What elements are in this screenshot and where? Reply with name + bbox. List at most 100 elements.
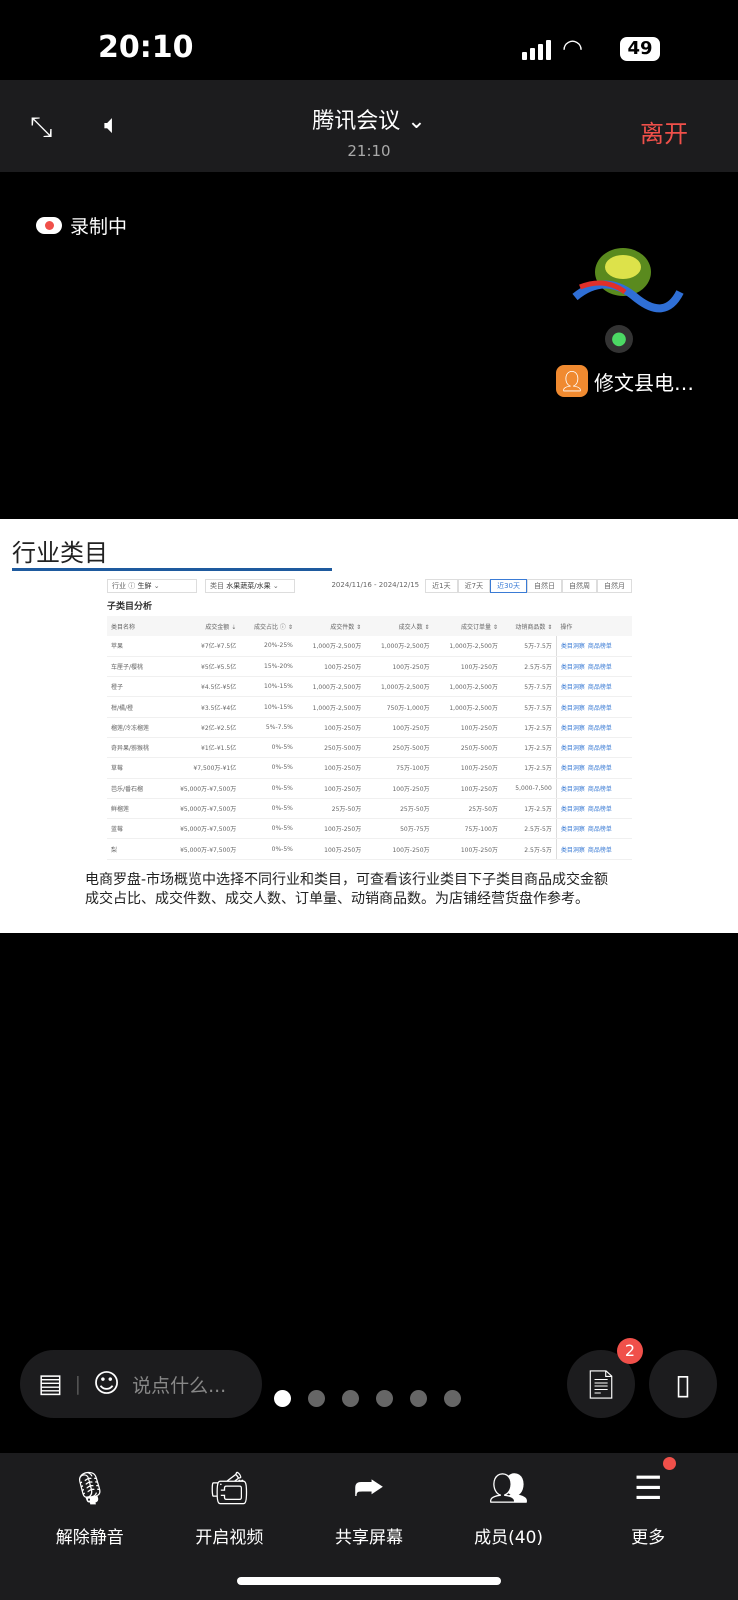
table-cell: 100万-250万 [433,656,502,678]
page-dot[interactable] [410,1390,427,1407]
table-cell: 250万-500万 [433,737,502,759]
table-cell: 5万-7.5万 [501,636,557,657]
table-cell: 苹果 [107,636,163,657]
meeting-header [0,80,738,172]
page-dot[interactable] [444,1390,461,1407]
table-cell: ¥5亿-¥5.5亿 [162,656,241,678]
section-title: 子类目分析 [107,602,153,612]
product-ranking-link[interactable]: 商品榜单 [587,663,612,671]
device-switch-button[interactable]: ▯ [649,1350,717,1418]
emoji-icon[interactable]: ☺ [92,1369,121,1399]
table-cell: 1,000万-2,500万 [433,676,502,698]
product-ranking-link[interactable]: 商品榜单 [587,684,612,692]
members-button[interactable]: 👥︎ 成员(40) [449,1453,569,1600]
range-7d[interactable]: 近7天 [457,579,491,593]
category-insight-link[interactable]: 类目洞察 [560,806,585,814]
table-cell: 100万-250万 [296,757,366,779]
table-cell: 草莓 [107,757,163,779]
share-screen-label: 共享屏幕 [334,1528,403,1548]
page-dot[interactable] [274,1390,291,1407]
more-button[interactable]: ☰ 更多 [588,1453,708,1600]
column-header[interactable]: 动销商品数 ⇕ [501,616,557,636]
meeting-title-text: 腾讯会议 [312,109,401,134]
leave-button[interactable]: 离开 [640,120,688,148]
mic-active-icon: ● [605,325,633,353]
meeting-duration: 21:10 [347,142,391,160]
industry-label: 行业 ⓘ [112,582,136,590]
table-cell: 75万-100万 [365,757,434,779]
category-insight-link[interactable]: 类目洞察 [560,745,585,753]
table-cell: 1,000万-2,500万 [296,636,366,657]
category-insight-link[interactable]: 类目洞察 [560,684,585,692]
table-cell: 榴莲/冷冻榴莲 [107,717,163,738]
category-insight-link[interactable]: 类目洞察 [560,765,585,773]
home-indicator[interactable] [237,1577,501,1585]
product-ranking-link[interactable]: 商品榜单 [587,806,612,814]
start-video-button[interactable]: 📹︎ 开启视频 [169,1453,289,1600]
category-insight-link[interactable]: 类目洞察 [560,704,585,712]
product-ranking-link[interactable]: 商品榜单 [587,826,612,834]
unmute-button[interactable]: 🎙︎ 解除静音 [30,1453,150,1600]
speaker-name: 修文县电… [594,370,694,395]
range-natural-day[interactable]: 自然日 [527,579,562,593]
column-header[interactable]: 成交占比 ⓘ ⇕ [240,616,297,636]
column-header[interactable]: 成交订单量 ⇕ [433,616,502,636]
product-ranking-link[interactable]: 商品榜单 [587,745,612,753]
category-insight-link[interactable]: 类目洞察 [560,846,585,854]
column-header[interactable]: 成交件数 ⇕ [296,616,366,636]
product-ranking-link[interactable]: 商品榜单 [587,785,612,793]
product-ranking-link[interactable]: 商品榜单 [587,643,612,651]
table-cell: 0%-5% [240,838,297,860]
table-cell: 75万-100万 [433,818,502,840]
range-1d[interactable]: 近1天 [425,579,458,593]
category-insight-link[interactable]: 类目洞察 [560,724,585,732]
chat-dock: ▤ | ☺ 说点什么... [20,1350,262,1418]
range-natural-month[interactable]: 自然月 [597,579,632,593]
page-dot[interactable] [342,1390,359,1407]
actions-cell: 类目洞察 商品榜单 [555,737,632,759]
column-header[interactable]: 类目名称 [107,616,163,636]
category-insight-link[interactable]: 类目洞察 [560,785,585,793]
table-cell: 100万-250万 [365,656,434,678]
actions-cell: 类目洞察 商品榜单 [555,676,632,698]
more-icon: ☰ [633,1469,663,1507]
signal-icon [522,40,551,60]
category-insight-link[interactable]: 类目洞察 [560,826,585,834]
range-30d[interactable]: 近30天 [490,579,527,593]
date-range[interactable]: 2024/11/16 - 2024/12/15 [331,581,420,589]
table-row: 梨 ¥5,000万-¥7,500万 0%-5% 100万-250万 100万-250万 1… [107,838,632,860]
speaker-icon[interactable]: 🔈︎ [104,110,120,140]
table-cell: ¥1亿-¥1.5亿 [162,737,241,759]
product-ranking-link[interactable]: 商品榜单 [587,724,612,732]
table-cell: ¥7,500万-¥1亿 [162,757,241,779]
product-ranking-link[interactable]: 商品榜单 [587,765,612,773]
table-cell: ¥5,000万-¥7,500万 [162,778,241,799]
table-row: 奇异果/猕猴桃 ¥1亿-¥1.5亿 0%-5% 250万-500万 250万-500万 2… [107,737,632,759]
page-dot[interactable] [376,1390,393,1407]
members-label: 成员(40) [474,1528,544,1548]
category-select[interactable]: 类目 水果蔬菜/水果 ⌄ [205,579,295,593]
industry-select[interactable]: 行业 ⓘ 生鲜 ⌄ [107,579,197,593]
column-header[interactable]: 操作 [556,616,632,636]
category-label: 类目 [210,582,224,590]
table-cell: 50万-75万 [365,818,434,840]
description-line-1: 电商罗盘-市场概览中选择不同行业和类目，可查看该行业类目下子类目商品成交金额 [85,872,609,888]
actions-cell: 类目洞察 商品榜单 [555,696,632,718]
minimize-icon[interactable]: ⤡ [30,110,53,143]
product-ranking-link[interactable]: 商品榜单 [587,704,612,712]
table-cell: 750万-1,000万 [365,696,434,718]
product-ranking-link[interactable]: 商品榜单 [587,846,612,854]
category-insight-link[interactable]: 类目洞察 [560,663,585,671]
captions-icon[interactable]: ▤ [38,1369,63,1399]
recording-indicator: 录制中 [36,212,127,239]
range-natural-week[interactable]: 自然周 [562,579,597,593]
category-insight-link[interactable]: 类目洞察 [560,643,585,651]
share-screen-button[interactable]: ⮫ 共享屏幕 [309,1453,429,1600]
chat-input[interactable]: 说点什么... [132,1374,227,1397]
column-header[interactable]: 成交人数 ⇕ [365,616,434,636]
table-cell: 100万-250万 [365,717,434,738]
column-header[interactable]: 成交金额 ⇣ [162,616,241,636]
table-cell: 蓝莓 [107,818,163,840]
meeting-title[interactable]: 腾讯会议 ⌄ [0,103,738,135]
page-dot[interactable] [308,1390,325,1407]
